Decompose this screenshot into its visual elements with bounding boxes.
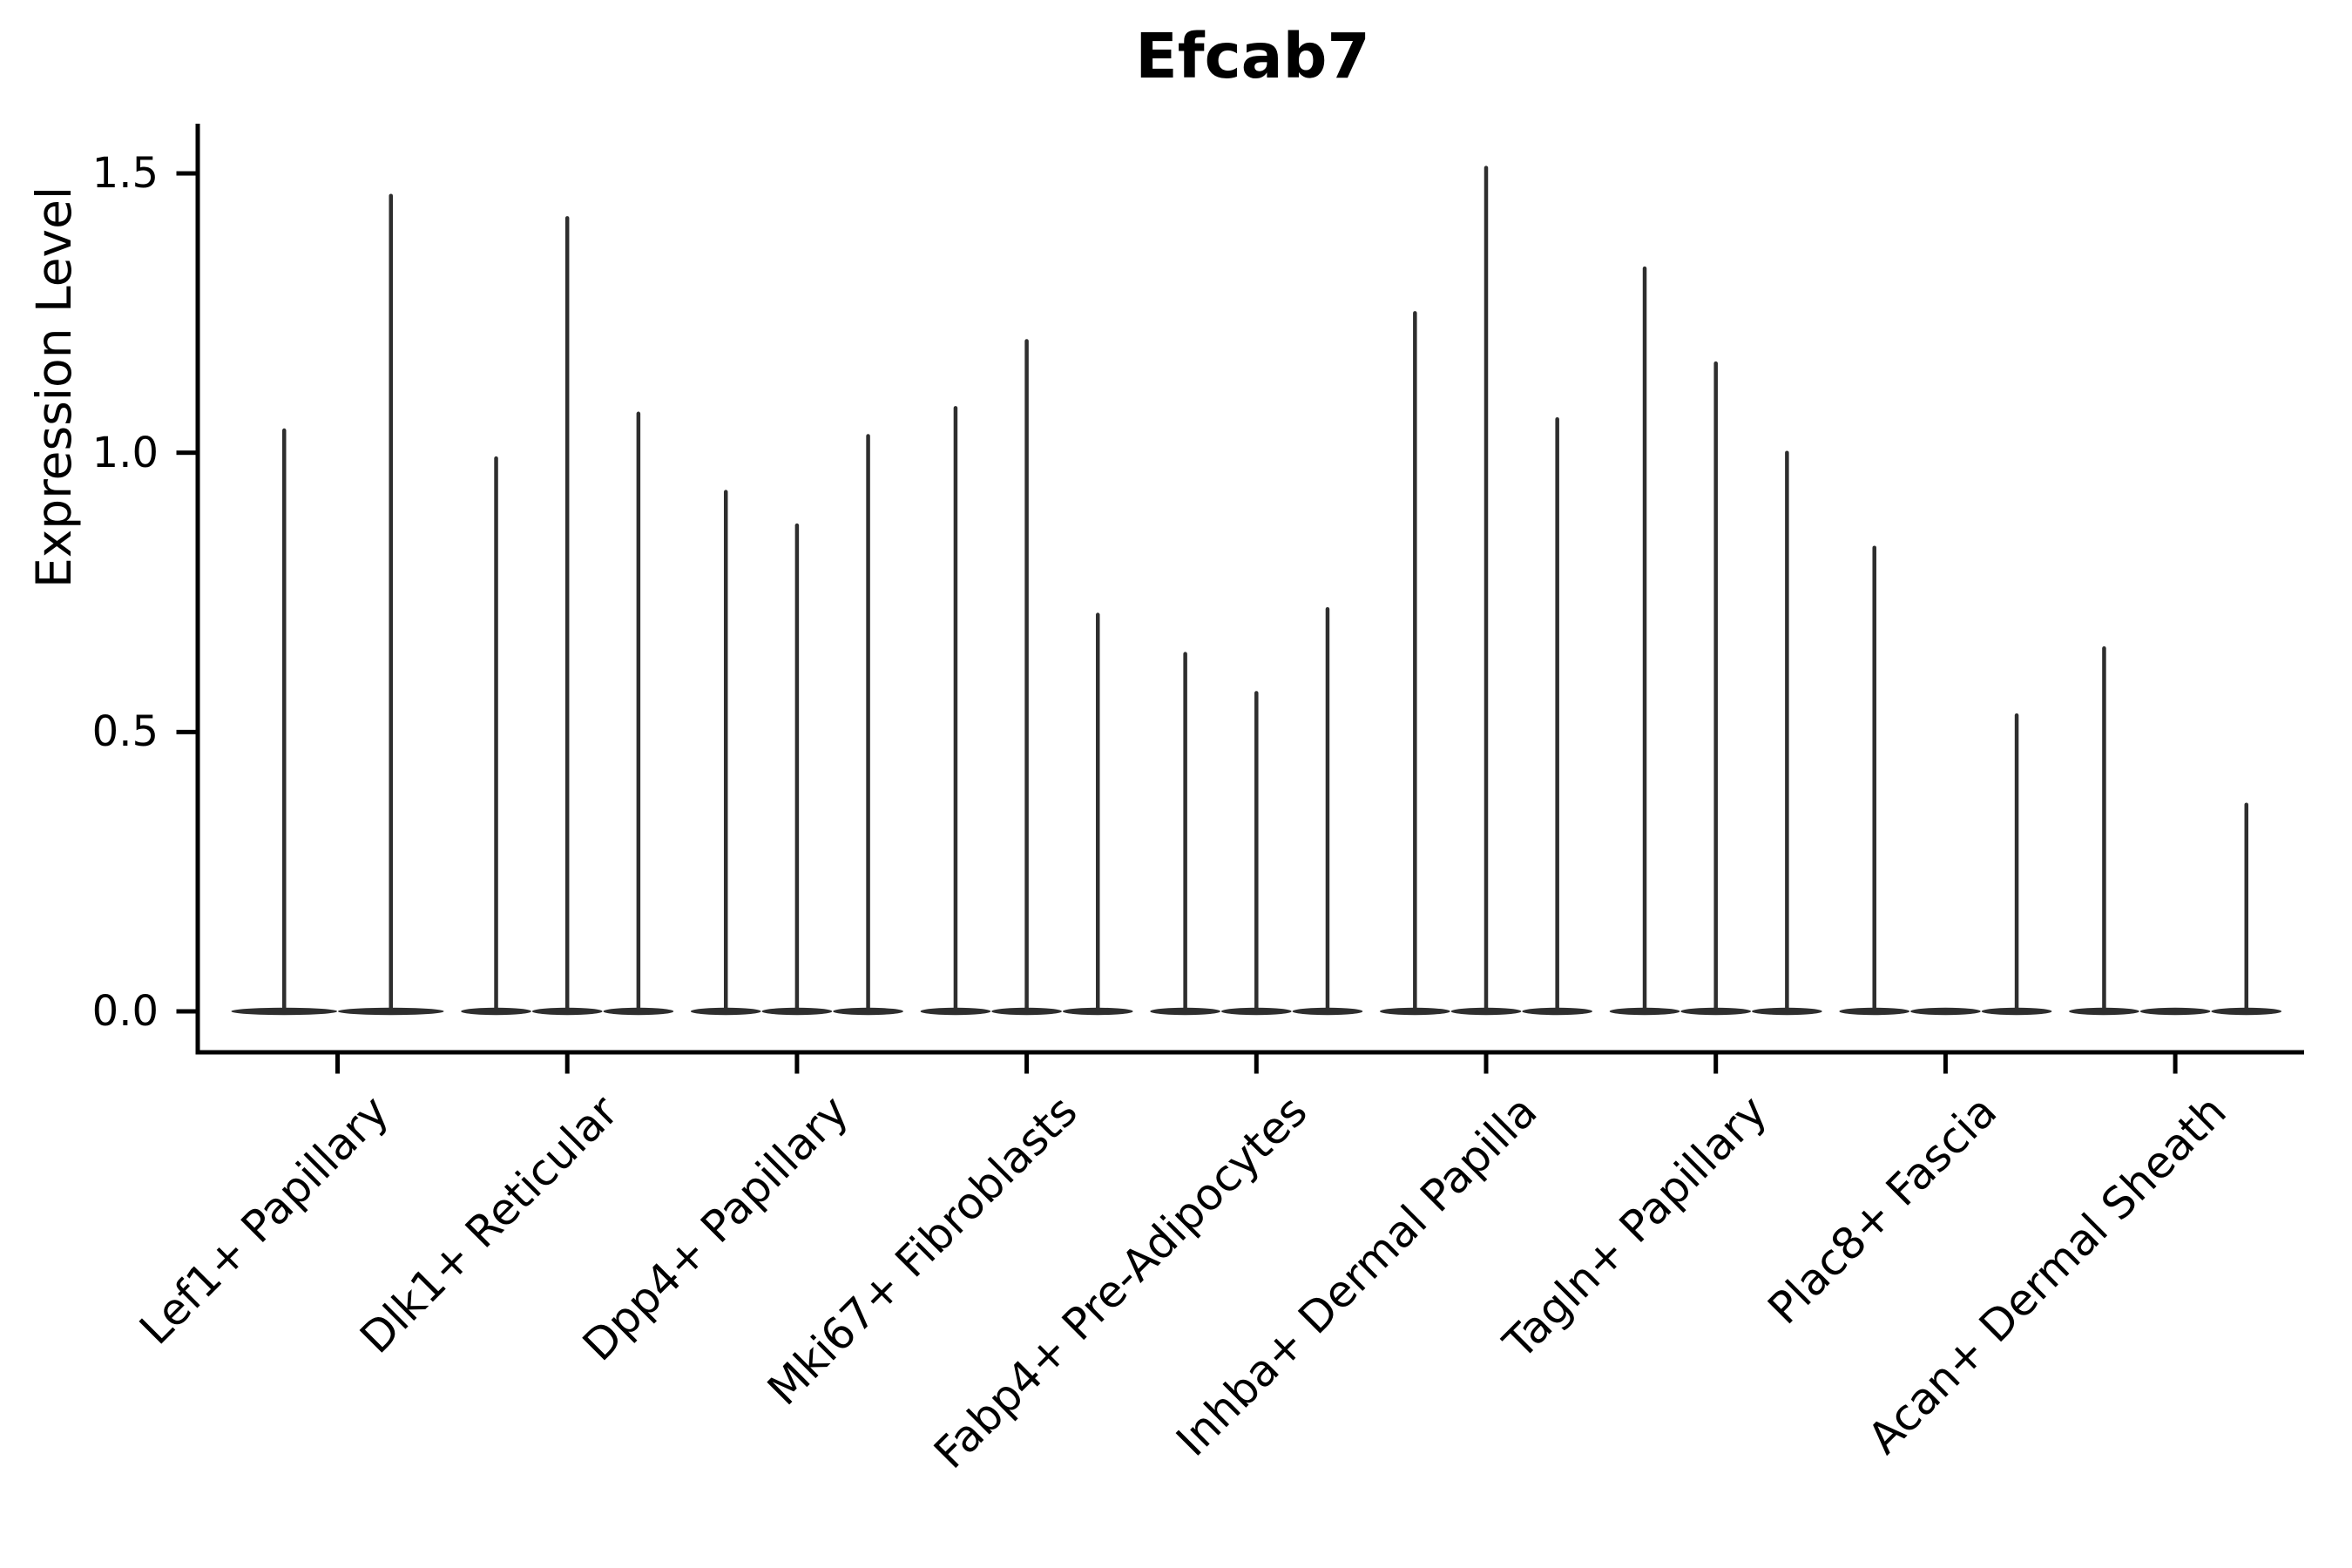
x-tick bbox=[1943, 1054, 1948, 1074]
x-tick bbox=[335, 1054, 340, 1074]
x-tick bbox=[1713, 1054, 1719, 1074]
x-tick bbox=[2173, 1054, 2178, 1074]
y-axis-spine bbox=[195, 124, 200, 1055]
x-tick bbox=[1024, 1054, 1030, 1074]
y-tick bbox=[176, 1009, 196, 1014]
y-tick-label: 1.0 bbox=[91, 428, 159, 477]
x-tick bbox=[1484, 1054, 1489, 1074]
y-tick bbox=[176, 171, 196, 176]
x-tick bbox=[1254, 1054, 1259, 1074]
violin-baseline bbox=[2139, 1007, 2211, 1016]
plot-title: Efcab7 bbox=[1135, 20, 1370, 92]
violin-baseline bbox=[1910, 1007, 1981, 1016]
y-tick-label: 0.5 bbox=[91, 707, 159, 757]
y-tick bbox=[176, 450, 196, 456]
y-tick-label: 1.5 bbox=[91, 149, 159, 199]
y-tick-label: 0.0 bbox=[91, 987, 159, 1036]
x-tick bbox=[564, 1054, 570, 1074]
x-axis-spine bbox=[195, 1050, 2304, 1055]
x-tick bbox=[794, 1054, 800, 1074]
y-tick bbox=[176, 729, 196, 734]
